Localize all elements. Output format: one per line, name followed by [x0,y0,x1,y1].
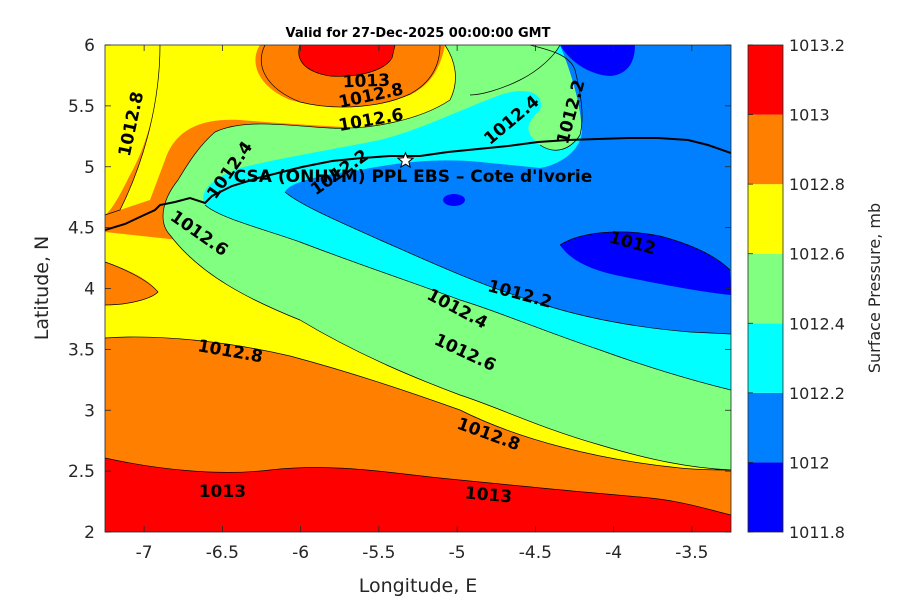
station-star-icon [396,151,415,169]
x-tick-label: -4.5 [519,543,552,563]
isobar-1012.6-north [162,45,456,236]
colorbar-swatch [748,323,783,393]
y-tick-label: 2 [84,523,95,543]
chart-title: Valid for 27-Dec-2025 00:00:00 GMT [286,26,551,41]
isobar-1012.2-south [284,191,731,335]
colorbar-tick-label: 1012.8 [789,175,845,194]
y-tick-label: 4 [84,280,95,300]
band-1012.8-west-pocket [105,262,158,305]
colorbar-tick-label: 1013.2 [789,36,845,55]
x-axis: -7 -6.5 -6 -5.5 -5 -4.5 -4 -3.5 [136,45,708,563]
x-tick-label: -3.5 [675,543,708,563]
band-1011.8-east [560,231,731,295]
band-1011.8-small [443,194,465,206]
x-tick-label: -5 [449,543,466,563]
y-tick-label: 6 [84,36,95,56]
band-1012.6-main [105,45,165,215]
colorbar-label: Surface Pressure, mb [865,203,884,373]
coastline [105,137,731,231]
contour-label: 1013 [342,71,390,93]
x-tick-label: -6 [292,543,309,563]
y-tick-label: 5 [84,158,95,178]
y-tick-label: 5.5 [68,97,95,117]
isobar-1012.4-north [469,45,561,96]
isobar-1012.4-south [204,204,731,391]
station-name-label: CSA (ONHYM) PPL EBS – Cote d'Ivorie [234,167,592,187]
colorbar-frame [747,44,784,533]
x-axis-label: Longitude, E [359,575,478,597]
x-tick-label: -5.5 [362,543,395,563]
contour-fill-layer [105,45,731,532]
colorbar-tick-label: 1012.6 [789,245,845,264]
x-tick-label: -7 [136,543,153,563]
isobar-1012.8-west-pocket [105,261,159,306]
y-tick-label: 4.5 [68,219,95,239]
y-tick-label: 3.5 [68,340,95,360]
colorbar-tick-label: 1012.2 [789,384,845,403]
colorbar-swatch [748,45,783,115]
colorbar-swatch [748,253,783,324]
isobar-1012-east [559,231,731,271]
contour-label: 1013 [199,482,246,502]
band-1013-north-pocket [298,45,395,77]
colorbar-swatch [748,462,783,532]
isobar-1012.8-north [261,45,441,108]
isobar-1012.8-west [105,45,161,216]
colorbar-swatch [748,114,783,185]
colorbar: 1011.8 1012 1012.2 1012.4 1012.6 1012.8 1013 10… [747,36,845,542]
band-1012.2-bay [470,45,560,95]
x-tick-label: -4 [605,543,622,563]
band-1012.6-north [120,45,460,210]
y-axis: 2 2.5 3 3.5 4 4.5 5 5.5 6 [68,36,731,543]
x-tick-label: -6.5 [206,543,239,563]
colorbar-tick-label: 1011.8 [789,523,845,542]
colorbar-tick-label: 1012 [789,453,830,472]
isobar-1012.2-north [529,45,583,151]
isobar-1013-south [105,457,731,516]
band-1013-south [105,458,731,532]
isobar-1012.8-south [105,336,731,471]
colorbar-swatch [748,184,783,254]
isobar-1013-north [298,45,396,77]
isobar-1012.6-south [169,234,731,471]
y-axis-label: Latitude, N [31,236,53,341]
y-tick-label: 2.5 [68,462,95,482]
y-tick-label: 3 [84,401,95,421]
contour-line-layer [105,45,731,516]
colorbar-tick-label: 1013 [789,106,830,125]
band-1011.8-northeast [560,45,635,76]
station-marker: CSA (ONHYM) PPL EBS – Cote d'Ivorie [234,151,592,187]
colorbar-tick-label: 1012.4 [789,314,845,333]
contour-label: 1013 [464,483,513,507]
colorbar-swatch [748,392,783,463]
